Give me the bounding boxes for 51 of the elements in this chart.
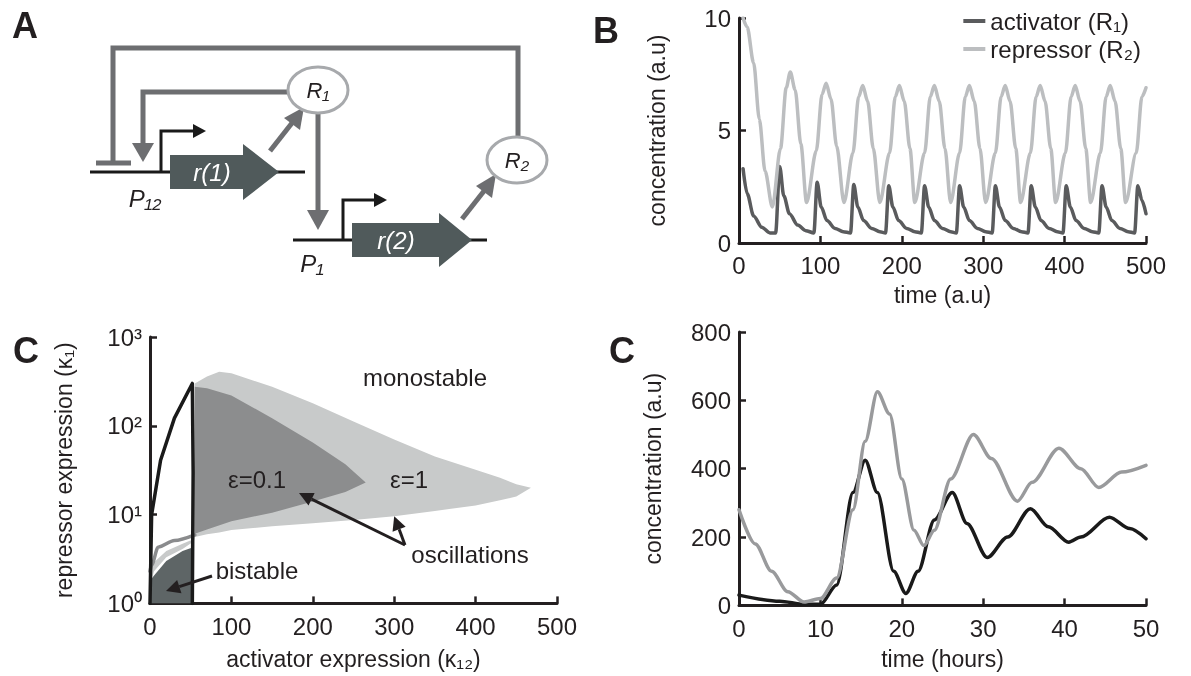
- text: r(1): [193, 159, 231, 186]
- x-axis-title: time (hours): [881, 646, 1004, 673]
- y-tick-label: 10⁰: [107, 589, 142, 617]
- x-tick-label: 200: [881, 252, 922, 280]
- line-series: [741, 164, 1148, 235]
- x-tick-label: 20: [888, 614, 916, 642]
- chart-title: C: [609, 329, 635, 371]
- text: R₁: [306, 78, 330, 103]
- x-tick-label: 100: [800, 252, 841, 280]
- legend-label: repressor (R₂): [990, 35, 1141, 63]
- x-tick-label: 50: [1132, 614, 1160, 642]
- y-tick-label: 200: [690, 523, 731, 551]
- annotation: ε=1: [389, 465, 429, 493]
- text: P₁: [300, 250, 324, 277]
- y-axis-title: repressor expression (κ₁): [50, 342, 77, 599]
- x-tick-label: 500: [536, 612, 578, 640]
- x-tick-label: 400: [1044, 252, 1085, 280]
- x-tick-label: 400: [455, 612, 496, 640]
- legend-label: activator (R₁): [990, 7, 1130, 35]
- y-tick-label: 0: [717, 229, 731, 257]
- x-tick-label: 300: [374, 612, 415, 640]
- y-tick-label: 10: [704, 4, 731, 32]
- x-tick-label: 30: [969, 614, 997, 642]
- x-axis-title: time (a.u): [893, 282, 992, 309]
- text: P₁₂: [128, 185, 162, 212]
- annotation: oscillations: [411, 540, 529, 568]
- x-tick-label: 40: [1051, 614, 1078, 642]
- text: R₂: [504, 148, 530, 173]
- y-tick-label: 400: [690, 455, 731, 483]
- annotation: monostable: [362, 363, 488, 391]
- x-tick-label: 300: [963, 252, 1004, 280]
- annotation: bistable: [215, 556, 299, 584]
- y-tick-label: 10³: [107, 323, 143, 351]
- x-tick-label: 100: [211, 612, 252, 640]
- x-axis-title: activator expression (κ₁₂): [226, 646, 481, 673]
- y-tick-label: 10²: [107, 412, 143, 440]
- chart-title: C: [13, 329, 39, 371]
- y-tick-label: 10¹: [107, 501, 143, 529]
- x-tick-label: 500: [1125, 252, 1167, 280]
- y-tick-label: 5: [717, 117, 731, 144]
- y-axis-title: concentration (a.u): [639, 372, 666, 565]
- text: A: [12, 5, 38, 46]
- text: r(2): [377, 227, 415, 254]
- annotation: ε=0.1: [227, 465, 287, 493]
- y-tick-label: 0: [717, 591, 731, 619]
- x-tick-label: 200: [292, 612, 333, 640]
- x-tick-label: 10: [807, 614, 834, 642]
- y-axis-title: concentration (a.u): [643, 34, 670, 227]
- chart-title: B: [593, 9, 619, 51]
- y-tick-label: 800: [690, 318, 731, 346]
- y-tick-label: 600: [690, 386, 731, 414]
